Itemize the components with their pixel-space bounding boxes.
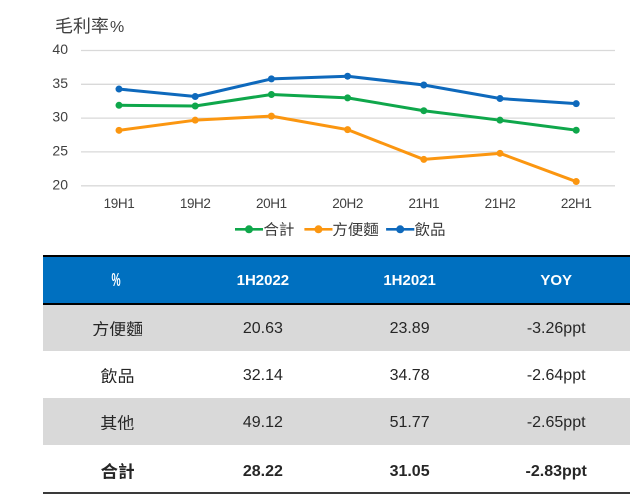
svg-text:20H1: 20H1: [256, 196, 287, 211]
svg-text:40: 40: [52, 41, 68, 57]
svg-text:20H2: 20H2: [332, 196, 363, 211]
svg-text:22H1: 22H1: [561, 196, 592, 211]
svg-text:19H1: 19H1: [104, 196, 135, 211]
svg-text:30: 30: [52, 109, 68, 125]
svg-text:25: 25: [52, 143, 68, 159]
svg-text:20: 20: [52, 176, 68, 192]
svg-text:19H2: 19H2: [180, 196, 211, 211]
svg-text:21H2: 21H2: [485, 196, 516, 211]
svg-text:35: 35: [52, 75, 68, 91]
svg-text:21H1: 21H1: [408, 196, 439, 211]
